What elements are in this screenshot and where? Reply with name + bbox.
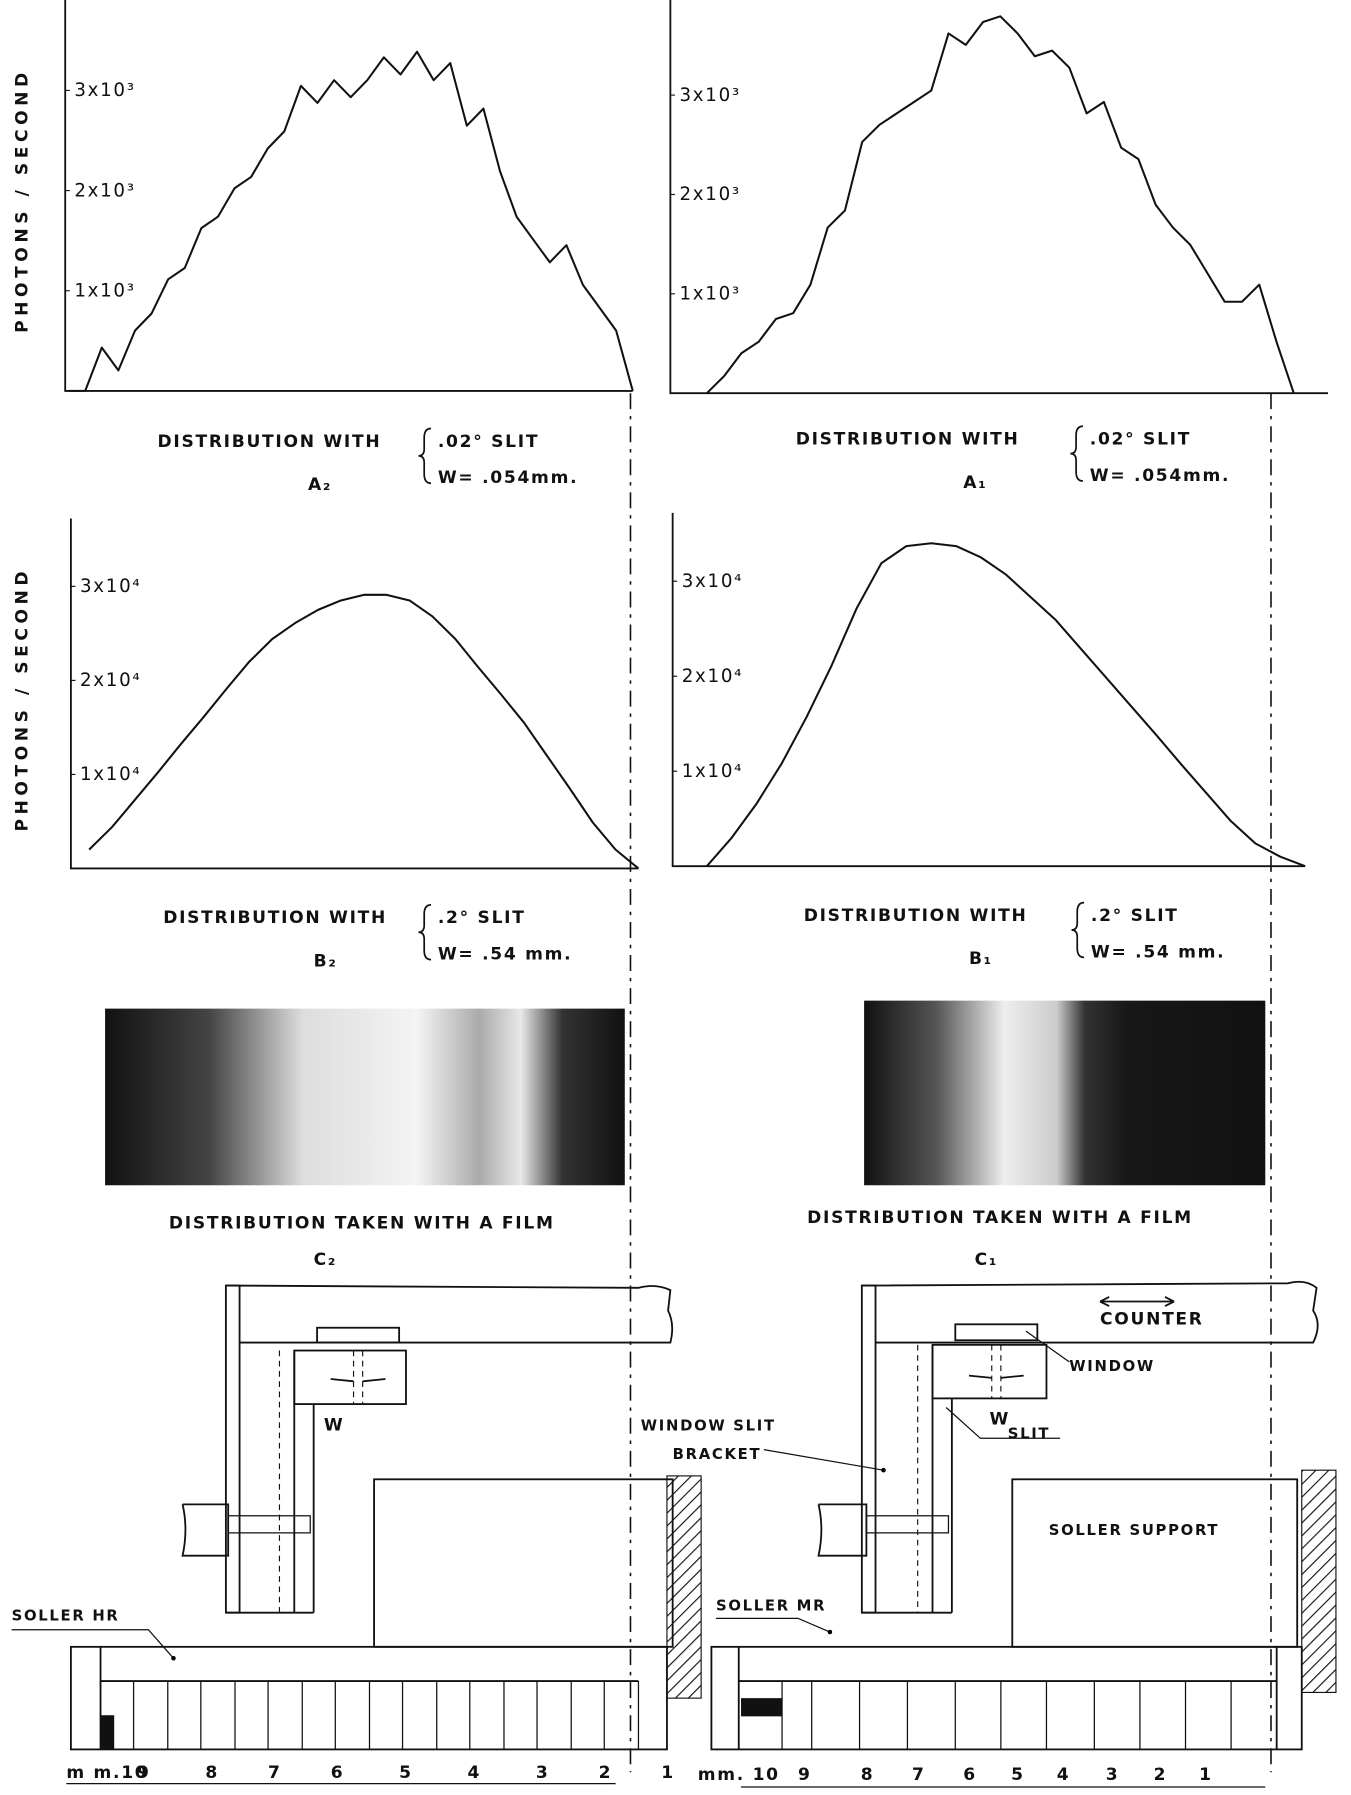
film-image: [864, 1001, 1265, 1186]
label: WINDOW: [1069, 1358, 1155, 1375]
scale-label: 2: [599, 1763, 613, 1783]
caption: W= .054mm.: [1090, 466, 1230, 486]
label: SLIT: [1008, 1425, 1051, 1442]
brace: [1070, 426, 1083, 481]
scale-label: 6: [963, 1765, 977, 1785]
y-tick-label: 1x10⁴: [80, 764, 141, 785]
caption: .2° SLIT: [438, 908, 526, 928]
y-tick-label: 1x10⁴: [682, 761, 743, 782]
scale-label: 4: [1057, 1765, 1071, 1785]
axis: [670, 0, 1328, 393]
scale-label: mm. 10: [698, 1765, 780, 1785]
caption: DISTRIBUTION WITH: [804, 906, 1028, 926]
label: WINDOW SLIT: [641, 1417, 776, 1434]
y-tick-label: 1x10³: [74, 280, 135, 301]
scale-label: 8: [861, 1765, 875, 1785]
film-title: DISTRIBUTION TAKEN WITH A FILM: [807, 1208, 1193, 1228]
scale-label: 3: [536, 1763, 550, 1783]
y-tick-label: 2x10⁴: [80, 670, 141, 691]
film-title: DISTRIBUTION TAKEN WITH A FILM: [169, 1214, 555, 1234]
caption: .02° SLIT: [1090, 429, 1191, 449]
axis: [71, 519, 639, 869]
axis: [673, 513, 1306, 866]
y-tick-label: 1x10³: [679, 284, 740, 305]
scale-label: 9: [137, 1763, 151, 1783]
y-axis-label: PHOTONS / SECOND: [13, 68, 33, 333]
y-tick-label: 3x10³: [679, 85, 740, 106]
scale-label: 7: [268, 1763, 282, 1783]
caption: .02° SLIT: [438, 432, 539, 452]
data-line: [707, 543, 1305, 866]
data-line: [69, 52, 633, 391]
scale-label: 5: [1011, 1765, 1025, 1785]
film-image: [105, 1009, 625, 1186]
caption-label: A₁: [963, 473, 987, 493]
scale-label: 7: [912, 1765, 926, 1785]
caption: W= .54 mm.: [438, 945, 572, 965]
apparatus-right: [711, 1282, 1336, 1787]
caption-label: B₁: [969, 949, 993, 969]
scale-label: 2: [1154, 1765, 1168, 1785]
scale-label: 1: [1199, 1765, 1213, 1785]
caption: DISTRIBUTION WITH: [158, 432, 382, 452]
y-tick-label: 3x10⁴: [80, 576, 141, 597]
data-line: [89, 595, 638, 869]
caption: DISTRIBUTION WITH: [796, 429, 1020, 449]
scale-label: 6: [331, 1763, 345, 1783]
brace: [419, 429, 432, 484]
caption-label: A₂: [308, 475, 332, 495]
label: COUNTER: [1100, 1309, 1204, 1329]
film-label: C₁: [975, 1250, 998, 1270]
brace: [1072, 903, 1085, 958]
scale-label: 5: [399, 1763, 413, 1783]
y-tick-label: 3x10³: [74, 80, 135, 101]
scale-label: 4: [468, 1763, 482, 1783]
axis: [65, 0, 633, 391]
y-tick-label: 2x10³: [679, 184, 740, 205]
brace: [419, 905, 432, 960]
caption: W= .54 mm.: [1091, 942, 1225, 962]
label: BRACKET: [673, 1446, 762, 1463]
y-axis-label: PHOTONS / SECOND: [13, 567, 33, 832]
scale-label: 9: [798, 1765, 812, 1785]
caption: W= .054mm.: [438, 468, 578, 488]
figure: DISTRIBUTION TAKEN WITH A FILM C₂ DISTRI…: [0, 0, 1351, 1795]
label: SOLLER HR: [12, 1608, 120, 1625]
y-tick-label: 2x10³: [74, 180, 135, 201]
caption: .2° SLIT: [1091, 906, 1179, 926]
apparatus-left: [12, 1286, 702, 1784]
scale-label: 8: [205, 1763, 219, 1783]
film-label: C₂: [314, 1250, 337, 1270]
y-tick-label: 3x10⁴: [682, 571, 743, 592]
data-line: [707, 16, 1294, 393]
caption: DISTRIBUTION WITH: [163, 908, 387, 928]
scale-label: 3: [1106, 1765, 1120, 1785]
label: SOLLER MR: [716, 1597, 826, 1614]
label: SOLLER SUPPORT: [1049, 1522, 1219, 1539]
y-tick-label: 2x10⁴: [682, 666, 743, 687]
scale-label: 1: [661, 1763, 675, 1783]
caption-label: B₂: [314, 951, 338, 971]
label: W: [324, 1415, 345, 1435]
